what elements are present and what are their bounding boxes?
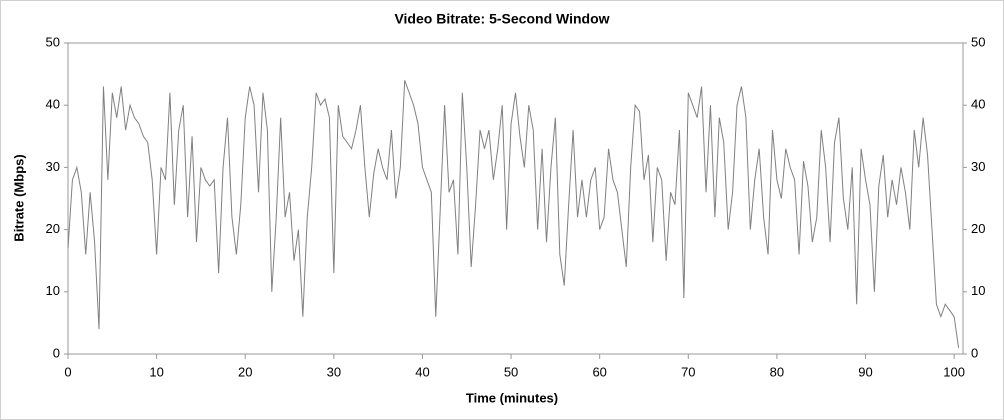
- x-tick-label: 40: [415, 364, 429, 379]
- x-tick-label: 0: [64, 364, 71, 379]
- y-tick-label: 0: [53, 345, 60, 360]
- y-tick-label: 50: [46, 34, 60, 49]
- x-tick-label: 10: [149, 364, 163, 379]
- y2-tick-label: 20: [971, 221, 985, 236]
- x-tick-label: 100: [943, 364, 965, 379]
- y2-tick-label: 50: [971, 34, 985, 49]
- y2-tick-label: 30: [971, 159, 985, 174]
- plot-area: [67, 42, 964, 355]
- bitrate-line: [67, 80, 960, 348]
- y2-tick-label: 0: [971, 345, 978, 360]
- x-tick-label: 50: [504, 364, 518, 379]
- y2-tick-label: 40: [971, 97, 985, 112]
- chart-title: Video Bitrate: 5-Second Window: [394, 11, 609, 27]
- x-tick-label: 70: [681, 364, 695, 379]
- y-axis-label: Bitrate (Mbps): [11, 154, 26, 241]
- y-tick-label: 30: [46, 159, 60, 174]
- x-tick-label: 60: [592, 364, 606, 379]
- y2-tick-label: 10: [971, 283, 985, 298]
- x-tick-label: 90: [858, 364, 872, 379]
- x-tick-label: 20: [238, 364, 252, 379]
- x-tick-label: 30: [327, 364, 341, 379]
- x-axis-label: Time (minutes): [466, 390, 558, 405]
- y-tick-label: 40: [46, 97, 60, 112]
- x-tick-label: 80: [770, 364, 784, 379]
- y-tick-label: 10: [46, 283, 60, 298]
- y-tick-label: 20: [46, 221, 60, 236]
